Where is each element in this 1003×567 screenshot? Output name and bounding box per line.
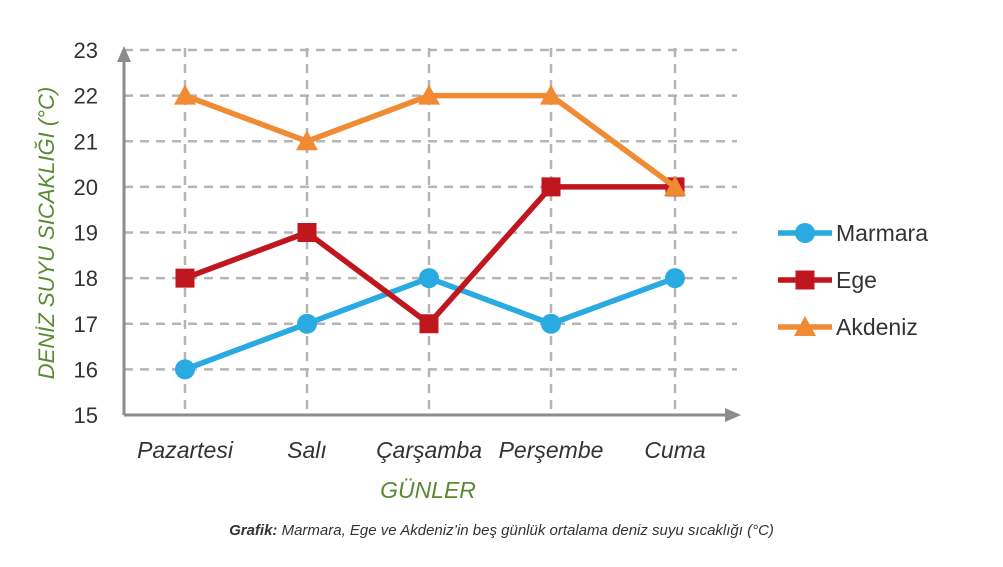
y-tick-label: 18 bbox=[74, 266, 98, 291]
x-tick-label: Cuma bbox=[644, 437, 705, 463]
y-tick-label: 23 bbox=[74, 38, 98, 63]
caption-text: Marmara, Ege ve Akdeniz’in beş günlük or… bbox=[277, 522, 774, 539]
legend-marker bbox=[795, 270, 815, 290]
x-tick-label: Salı bbox=[287, 437, 327, 463]
data-point-marmara bbox=[419, 268, 439, 289]
data-point-akdeniz bbox=[296, 130, 318, 151]
legend-item-akdeniz: Akdeniz bbox=[778, 314, 918, 340]
y-tick-label: 15 bbox=[74, 403, 98, 428]
caption-label: Grafik: bbox=[229, 522, 278, 539]
x-tick-label: Çarşamba bbox=[376, 437, 482, 463]
line-chart: 15 16 17 18 19 20 21 22 23 Pazartesi Salı Çarşamba… bbox=[34, 38, 928, 503]
y-tick-label: 21 bbox=[74, 129, 98, 154]
y-tick-label: 16 bbox=[74, 357, 98, 382]
legend-label: Akdeniz bbox=[836, 314, 918, 340]
data-point-akdeniz bbox=[664, 175, 686, 196]
data-point-akdeniz bbox=[174, 84, 196, 105]
legend-item-ege: Ege bbox=[778, 267, 877, 293]
data-point-ege bbox=[541, 177, 561, 197]
data-point-marmara bbox=[175, 359, 195, 380]
series-marmara bbox=[175, 268, 685, 380]
chart-caption: Grafik: Marmara, Ege ve Akdeniz’in beş g… bbox=[0, 522, 1003, 539]
y-axis-title: DENİZ SUYU SICAKLIĞI (°C) bbox=[34, 87, 59, 379]
legend-item-marmara: Marmara bbox=[778, 220, 928, 246]
legend-marker bbox=[795, 223, 815, 243]
data-point-akdeniz bbox=[418, 84, 440, 105]
x-axis-arrow bbox=[725, 408, 741, 422]
x-tick-label: Pazartesi bbox=[137, 437, 234, 463]
y-tick-labels: 15 16 17 18 19 20 21 22 23 bbox=[74, 38, 98, 428]
y-axis-arrow bbox=[117, 46, 131, 62]
y-tick-label: 17 bbox=[74, 312, 98, 337]
x-axis-title: GÜNLER bbox=[380, 477, 476, 503]
y-tick-label: 22 bbox=[74, 84, 98, 109]
y-tick-label: 19 bbox=[74, 221, 98, 246]
y-tick-label: 20 bbox=[74, 175, 98, 200]
series-akdeniz bbox=[174, 84, 686, 196]
data-point-ege bbox=[297, 223, 317, 242]
legend-label: Ege bbox=[836, 267, 877, 293]
data-point-akdeniz bbox=[540, 84, 562, 105]
data-point-marmara bbox=[665, 268, 685, 289]
legend-label: Marmara bbox=[836, 220, 928, 246]
series-group bbox=[174, 84, 686, 380]
x-tick-label: Perşembe bbox=[499, 437, 604, 463]
legend-marker bbox=[794, 316, 816, 336]
data-point-marmara bbox=[297, 313, 317, 334]
data-point-ege bbox=[419, 314, 439, 334]
x-tick-labels: Pazartesi Salı Çarşamba Perşembe Cuma bbox=[137, 437, 706, 463]
data-point-ege bbox=[175, 268, 195, 288]
axes bbox=[117, 46, 741, 422]
data-point-marmara bbox=[541, 313, 561, 334]
legend: Marmara Ege Akdeniz bbox=[778, 220, 928, 340]
